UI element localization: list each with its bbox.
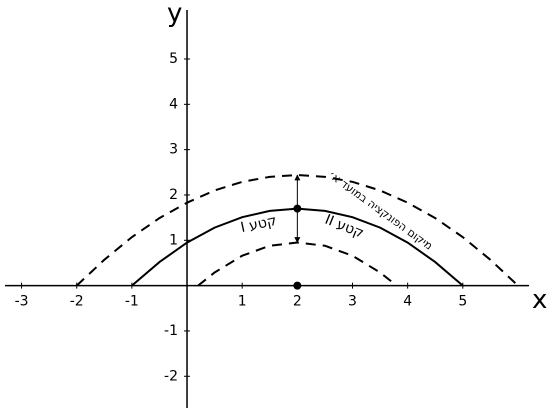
x-tick-label: -3 bbox=[15, 294, 29, 310]
x-tick-label: -1 bbox=[125, 294, 139, 310]
y-tick-label: 3 bbox=[169, 142, 178, 158]
point bbox=[293, 281, 302, 290]
x-tick-label: 1 bbox=[238, 294, 247, 310]
y-tick-label: 2 bbox=[169, 187, 178, 203]
dashed-curve bbox=[76, 174, 519, 287]
point bbox=[293, 204, 302, 213]
x-tick-label: 3 bbox=[348, 294, 357, 310]
y-tick-label: -1 bbox=[164, 323, 178, 339]
x-axis-label: x bbox=[532, 285, 547, 315]
annotation: מיקום הפונקציה במועד א׳ bbox=[326, 168, 435, 252]
annotation: קטע I bbox=[239, 213, 278, 236]
y-tick-label: 4 bbox=[169, 96, 178, 112]
y-tick-label: -2 bbox=[164, 368, 178, 384]
x-tick-label: 2 bbox=[293, 294, 302, 310]
dashed-curve bbox=[197, 241, 398, 287]
y-axis-label: y bbox=[167, 0, 182, 29]
x-tick-label: 4 bbox=[403, 294, 412, 310]
x-tick-label: -2 bbox=[70, 294, 84, 310]
y-tick-label: 5 bbox=[169, 51, 178, 67]
y-tick-label: 1 bbox=[169, 232, 178, 248]
x-tick-label: 5 bbox=[458, 294, 467, 310]
